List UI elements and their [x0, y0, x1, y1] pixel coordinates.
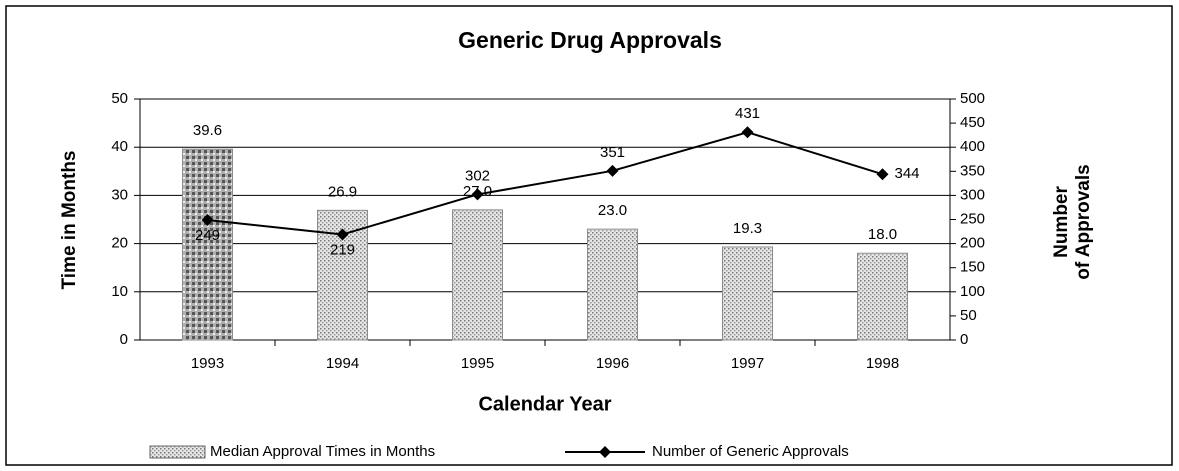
bar-value-label: 18.0 — [868, 226, 897, 243]
bar-value-label: 26.9 — [328, 183, 357, 200]
legend-label: Number of Generic Approvals — [652, 443, 849, 460]
bar — [722, 246, 773, 341]
y-tick-label: 0 — [120, 331, 128, 348]
y-tick-label: 20 — [111, 235, 128, 252]
bar — [857, 252, 908, 341]
y2-tick-label: 300 — [960, 186, 985, 203]
line-value-label: 351 — [600, 144, 625, 161]
legend-marker — [599, 446, 611, 458]
bar-value-label: 19.3 — [733, 220, 762, 237]
x-tick-label: 1994 — [326, 355, 359, 372]
y-axis-label: Time in Months — [59, 151, 80, 290]
y2-tick-label: 100 — [960, 283, 985, 300]
y-tick-label: 10 — [111, 283, 128, 300]
y2-tick-label: 250 — [960, 210, 985, 227]
y2-tick-label: 150 — [960, 259, 985, 276]
bar — [182, 148, 233, 341]
y2-tick-label: 0 — [960, 331, 968, 348]
line-marker — [741, 126, 754, 139]
y2-tick-label: 500 — [960, 90, 985, 107]
frame — [5, 5, 1173, 466]
bar-value-label: 23.0 — [598, 202, 627, 219]
bar — [587, 228, 638, 341]
line-value-label: 219 — [330, 241, 355, 258]
line-value-label: 431 — [735, 105, 760, 122]
y-tick-label: 40 — [111, 138, 128, 155]
y2-tick-label: 200 — [960, 235, 985, 252]
x-tick-label: 1997 — [731, 355, 764, 372]
line-marker — [201, 213, 214, 226]
line-marker — [471, 188, 484, 201]
y-tick-label: 30 — [111, 186, 128, 203]
line-value-label: 302 — [465, 167, 490, 184]
y2-tick-label: 350 — [960, 162, 985, 179]
x-tick-label: 1996 — [596, 355, 629, 372]
x-tick-label: 1995 — [461, 355, 494, 372]
bar-value-label: 39.6 — [193, 122, 222, 139]
y2-axis-label: of Approvals — [1073, 164, 1094, 279]
line-marker — [336, 228, 349, 241]
legend-label: Median Approval Times in Months — [210, 443, 435, 460]
y2-tick-label: 450 — [960, 114, 985, 131]
chart-title: Generic Drug Approvals — [458, 27, 722, 53]
x-tick-label: 1998 — [866, 355, 899, 372]
y2-axis-label: Number — [1051, 186, 1072, 258]
line-marker — [606, 164, 619, 177]
y2-tick-label: 50 — [960, 307, 977, 324]
line-marker — [876, 168, 889, 181]
line — [207, 131, 883, 236]
bar — [452, 209, 503, 341]
y-tick-label: 50 — [111, 90, 128, 107]
line-value-label: 249 — [195, 227, 220, 244]
line-value-label: 344 — [895, 165, 920, 182]
x-axis-label: Calendar Year — [478, 393, 611, 415]
y2-tick-label: 400 — [960, 138, 985, 155]
legend-swatch — [149, 445, 206, 459]
x-tick-label: 1993 — [191, 355, 224, 372]
